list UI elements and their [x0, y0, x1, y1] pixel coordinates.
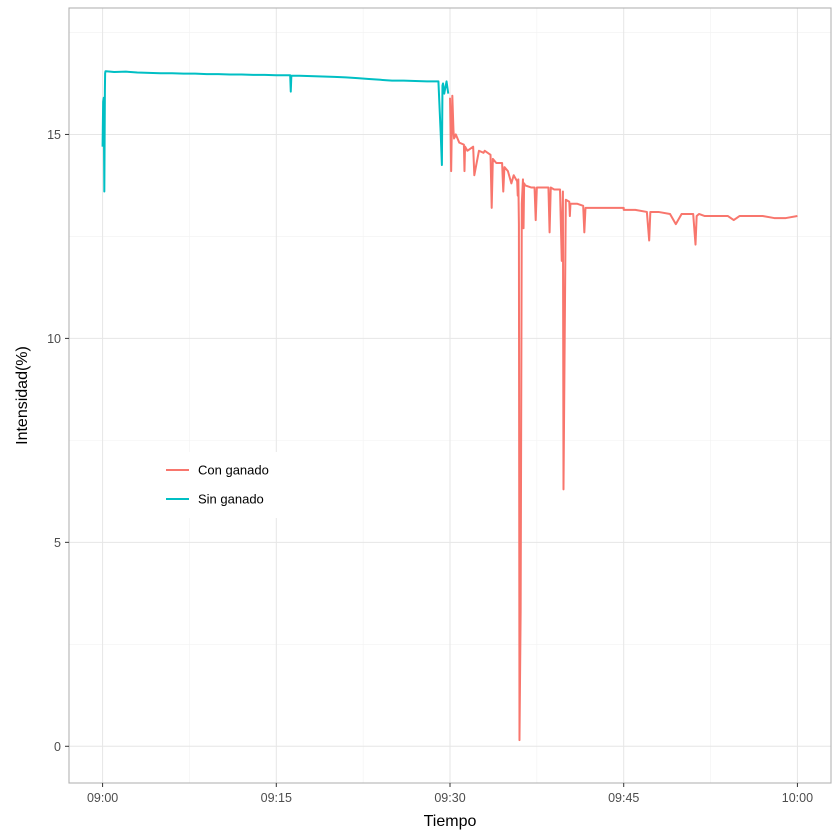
y-tick-label: 10	[47, 332, 61, 346]
y-tick-label: 0	[54, 740, 61, 754]
axis-ticks: 09:00 09:15 09:30 09:45 10:00 0 5 10 15	[47, 128, 813, 805]
x-tick-label: 09:30	[434, 791, 465, 805]
y-axis-title: Intensidad(%)	[14, 346, 31, 445]
legend: Con ganado Sin ganado	[155, 452, 288, 518]
y-tick-label: 15	[47, 128, 61, 142]
y-tick-label: 5	[54, 536, 61, 550]
series-lines	[101, 70, 798, 742]
x-tick-label: 09:45	[608, 791, 639, 805]
x-tick-label: 09:15	[261, 791, 292, 805]
series-line-sin-ganado	[101, 70, 450, 193]
legend-label: Con ganado	[198, 463, 269, 478]
legend-box	[155, 452, 288, 518]
series-line-con-ganado	[449, 94, 798, 742]
legend-label: Sin ganado	[198, 492, 264, 507]
x-tick-label: 09:00	[87, 791, 118, 805]
x-tick-label: 10:00	[782, 791, 813, 805]
x-axis-title: Tiempo	[424, 813, 477, 830]
